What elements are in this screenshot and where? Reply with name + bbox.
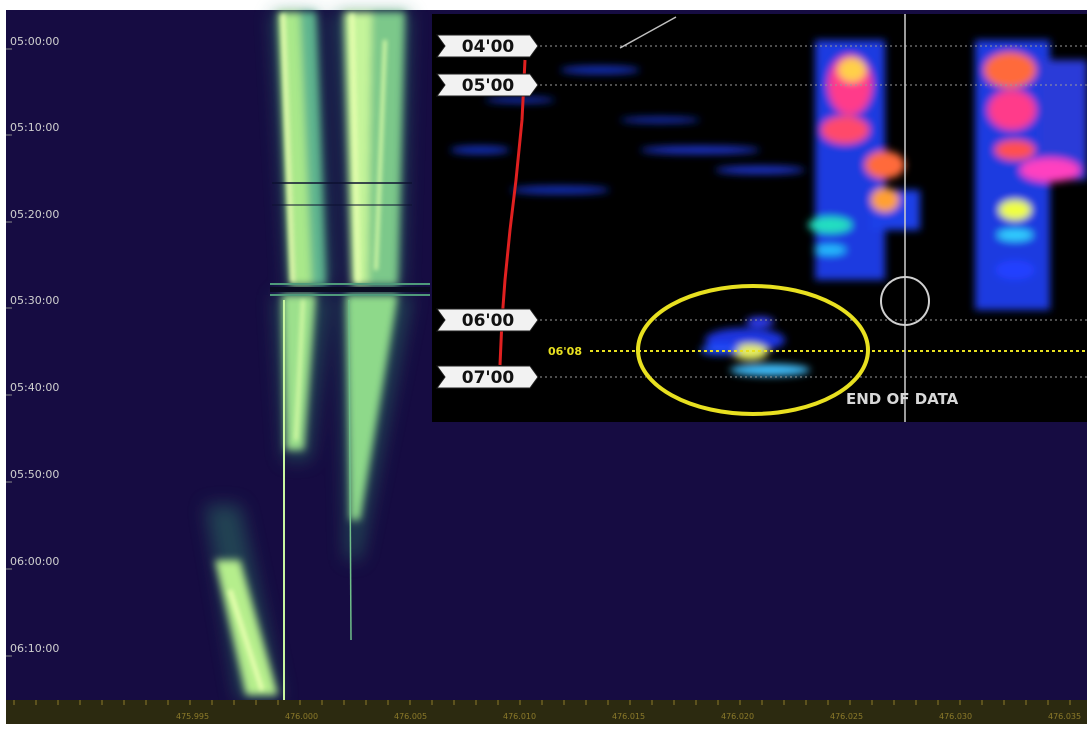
left-border [0,0,6,724]
time-axis-label: 05:20:00 [10,208,59,221]
gray-trace [619,16,677,49]
time-marker-shape [436,365,539,389]
inset-waterfall-panel: 04'00 05'00 06'00 07'00 06'08 END OF DATA [432,14,1087,422]
top-border [0,0,1087,10]
time-marker-shape [436,308,539,332]
time-marker-shape [436,34,539,58]
end-of-data-label: END OF DATA [846,390,959,408]
frequency-axis-ticks: 475.995 476.000 476.005 476.010 476.015 476.0… [13,700,1081,721]
time-marker-tag: 07'00 [436,365,539,389]
time-marker-label: 05'00 [462,76,515,96]
frequency-tick-label: 476.035 [1048,712,1081,721]
highlight-time-label: 06'08 [548,345,582,358]
frequency-tick-label: 476.015 [612,712,645,721]
frequency-tick-label: 476.020 [721,712,754,721]
time-axis-label: 05:40:00 [10,381,59,394]
time-marker-tag: 06'00 [436,308,539,332]
highlight-ellipse [636,284,870,416]
time-axis-label: 05:10:00 [10,121,59,134]
time-axis-label: 05:00:00 [10,35,59,48]
time-axis-label: 05:30:00 [10,294,59,307]
time-axis-label: 05:50:00 [10,468,59,481]
signal-streaks [205,12,430,700]
time-axis-label: 06:10:00 [10,642,59,655]
time-marker-tag: 04'00 [436,34,539,58]
time-marker-label: 07'00 [462,368,515,388]
frequency-axis-bar [6,700,1087,724]
frequency-tick-label: 476.000 [285,712,318,721]
time-markers: 04'00 05'00 06'00 07'00 [436,34,539,389]
frequency-tick-label: 476.025 [830,712,863,721]
time-marker-label: 06'00 [462,311,515,331]
time-marker-tag: 05'00 [436,73,539,97]
frequency-tick-label: 476.030 [939,712,972,721]
frequency-tick-label: 475.995 [176,712,209,721]
time-axis-labels: 05:00:00 05:10:00 05:20:00 05:30:00 05:40:00… [6,35,59,657]
time-axis-label: 06:00:00 [10,555,59,568]
frequency-tick-label: 476.010 [503,712,536,721]
time-marker-label: 04'00 [462,37,515,57]
frequency-tick-label: 476.005 [394,712,427,721]
time-marker-shape [436,73,539,97]
cursor-circle [880,276,930,326]
